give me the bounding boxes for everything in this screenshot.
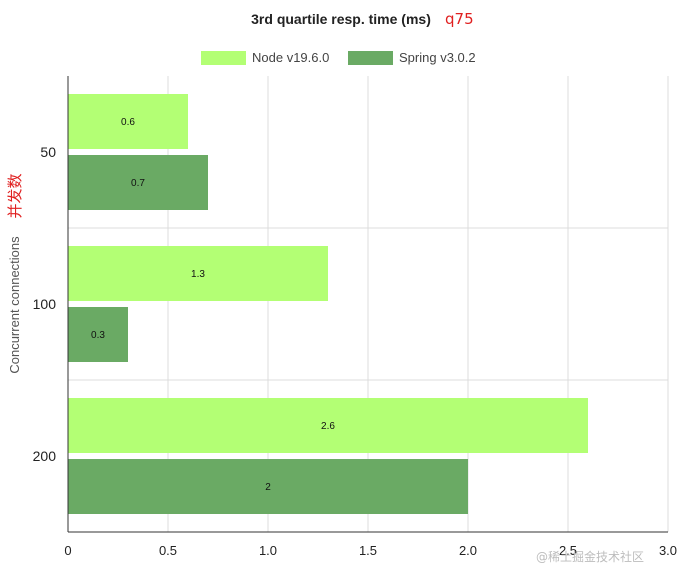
watermark: @稀土掘金技术社区 — [536, 549, 644, 564]
y-axis-annotation: 并发数 — [6, 173, 24, 218]
legend-label-spring: Spring v3.0.2 — [399, 50, 476, 65]
legend-swatch-node — [201, 51, 246, 65]
chart-annotation: q75 — [445, 10, 474, 28]
chart-title: 3rd quartile resp. time (ms) — [251, 11, 431, 27]
bar-value-label: 0.3 — [91, 330, 105, 341]
bar — [68, 246, 328, 301]
x-tick-label: 2.0 — [459, 543, 477, 558]
x-tick-label: 3.0 — [659, 543, 677, 558]
x-tick-label: 0 — [64, 543, 71, 558]
x-tick-label: 2.5 — [559, 543, 577, 558]
bar-value-label: 1.3 — [191, 269, 205, 280]
y-tick-label: 200 — [33, 448, 57, 464]
x-tick-label: 1.5 — [359, 543, 377, 558]
legend: Node v19.6.0 Spring v3.0.2 — [201, 50, 476, 65]
x-tick-label: 0.5 — [159, 543, 177, 558]
bar-value-label: 2.6 — [321, 421, 335, 432]
bars: 0.6 0.7 1.3 0.3 2.6 2 — [68, 94, 588, 514]
legend-label-node: Node v19.6.0 — [252, 50, 329, 65]
bar — [68, 155, 208, 210]
axes: 0 0.5 1.0 1.5 2.0 2.5 3.0 50 100 200 — [33, 76, 677, 558]
y-tick-label: 100 — [33, 296, 57, 312]
bar — [68, 459, 468, 514]
bar — [68, 94, 188, 149]
x-tick-label: 1.0 — [259, 543, 277, 558]
y-tick-label: 50 — [40, 144, 56, 160]
bar — [68, 307, 128, 362]
bar — [68, 398, 588, 453]
bar-value-label: 0.6 — [121, 117, 135, 128]
y-axis-label: Concurrent connections — [7, 236, 22, 374]
grid-lines — [68, 76, 669, 532]
bar-value-label: 0.7 — [131, 178, 145, 189]
bar-value-label: 2 — [265, 482, 271, 493]
legend-swatch-spring — [348, 51, 393, 65]
